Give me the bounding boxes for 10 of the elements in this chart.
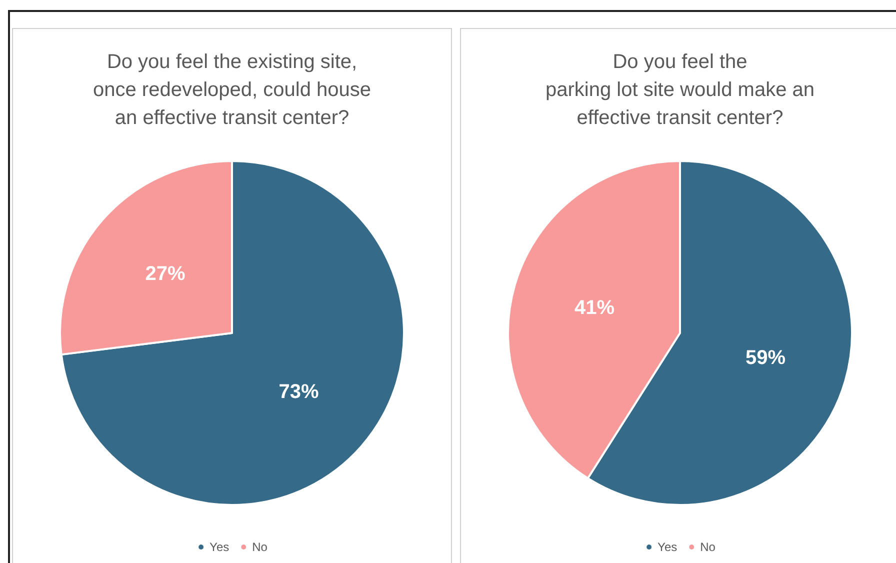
legend-label: No: [252, 540, 268, 554]
legend-label: Yes: [658, 540, 678, 554]
legend-label: Yes: [210, 540, 230, 554]
data-label: 41%: [574, 297, 615, 320]
chart-title: Do you feel the existing site, once redeveloped, could house an effective transit center?: [93, 51, 371, 129]
legend-label: No: [700, 540, 716, 554]
data-label: 73%: [278, 380, 319, 403]
chart-title: Do you feel the parking lot site would make an effective transit center?: [545, 51, 815, 129]
data-label: 27%: [145, 263, 186, 286]
data-label: 59%: [745, 346, 786, 369]
